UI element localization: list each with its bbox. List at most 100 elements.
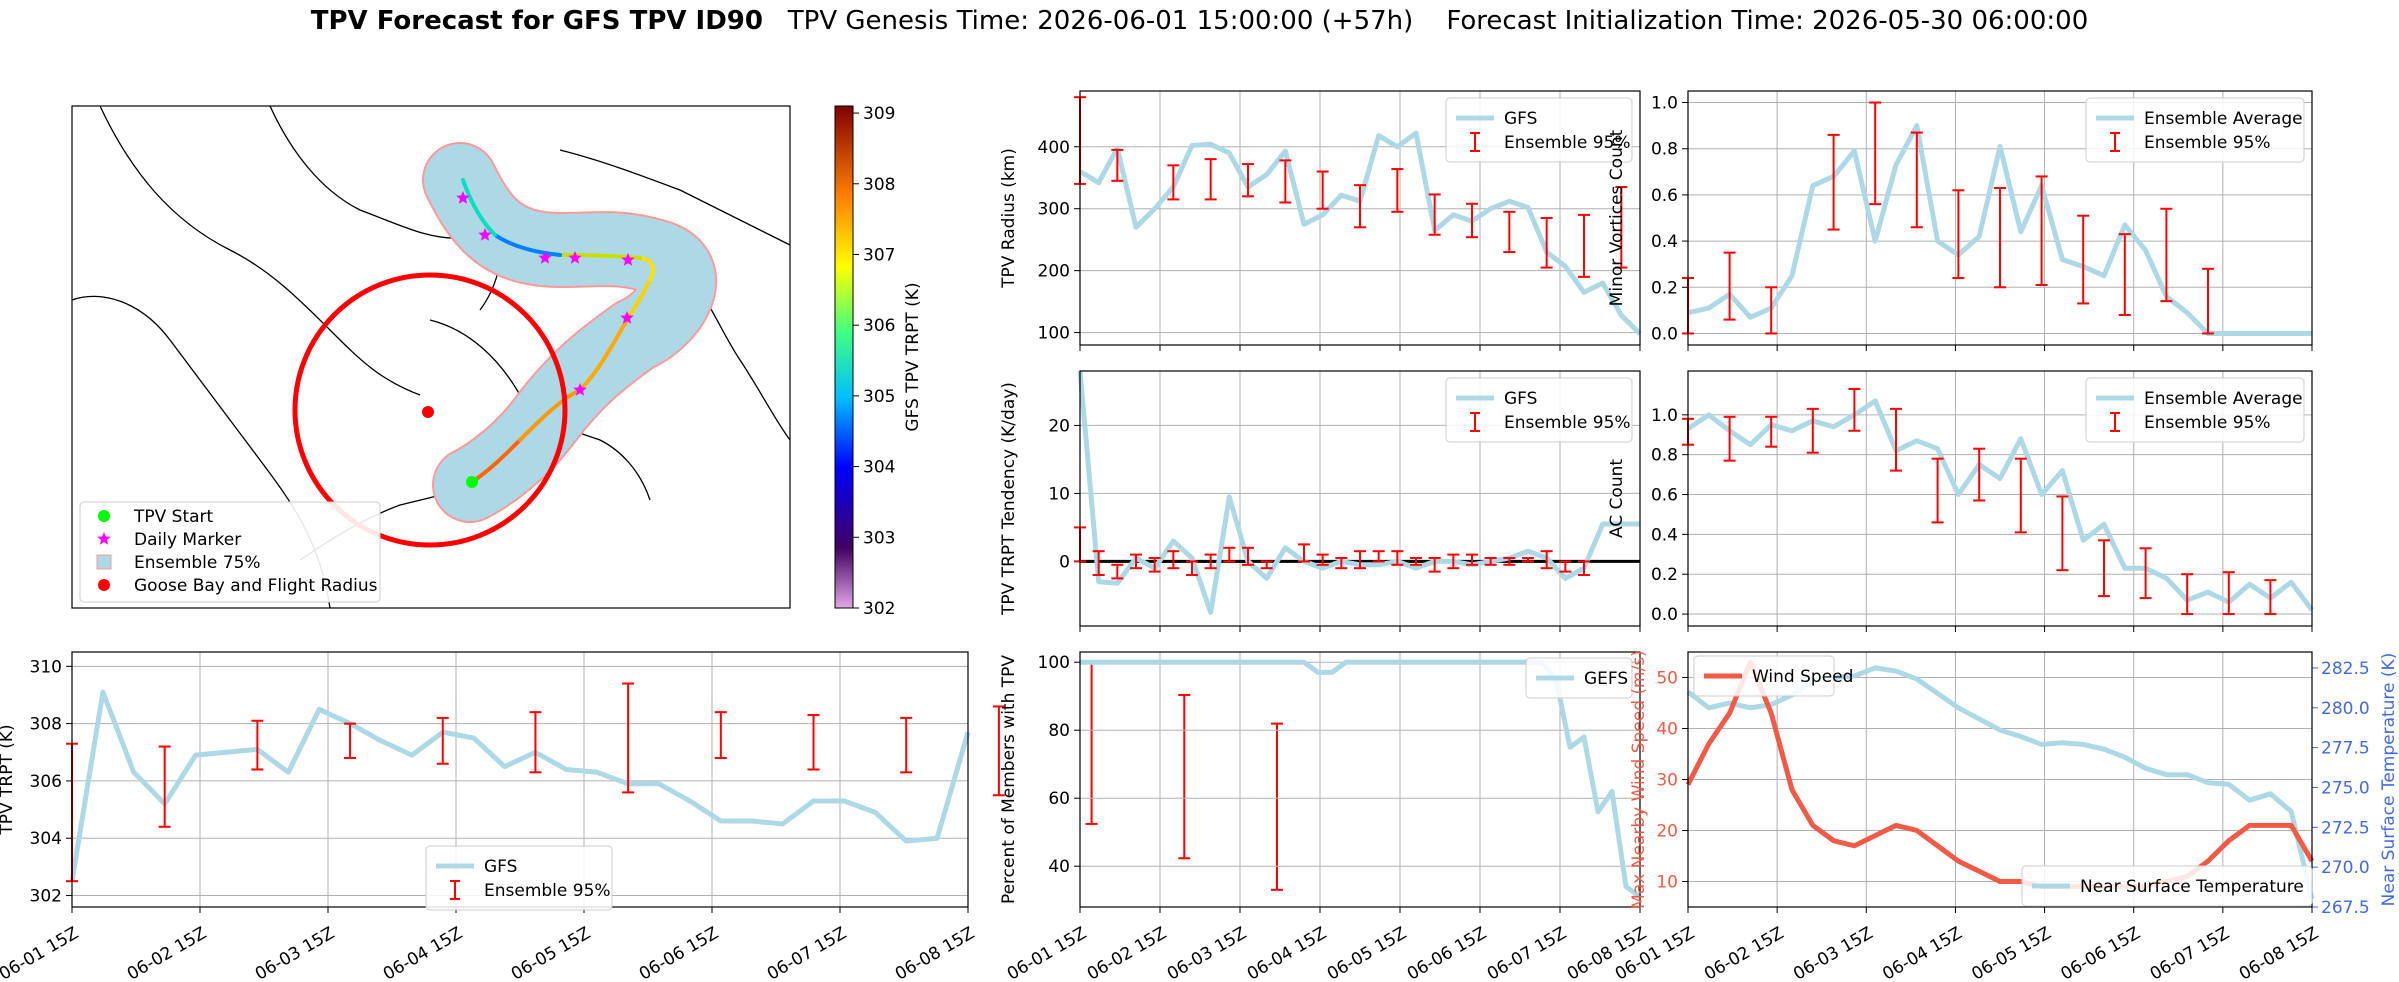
panel-minor: 0.0 0.2 0.4 0.6 0.8 1.0 Minor Vortices Count En… [1607, 90, 2313, 351]
map-legend-label: TPV Start [133, 507, 214, 527]
y-tick-label-right: 275.0 [2321, 778, 2370, 798]
error-bar [1279, 159, 1292, 204]
x-tick-label: 06-02 15Z [1701, 923, 1787, 982]
daily-marker-star [538, 251, 552, 264]
y-tick-label: 302 [30, 887, 62, 907]
error-bar [714, 711, 727, 760]
axes-frame [1079, 370, 1641, 627]
y-tick-label: 308 [30, 715, 62, 735]
y-tick-label: 304 [30, 829, 62, 849]
legend-errorbar-swatch [1470, 132, 1480, 152]
error-bar [1092, 550, 1105, 576]
ensemble-75-area [424, 144, 715, 521]
error-bar [900, 716, 913, 774]
tpv-track-segment [558, 253, 642, 260]
legend-label: Ensemble Average [2144, 109, 2303, 129]
error-bar [992, 705, 1005, 797]
error-bar [251, 719, 264, 771]
tpv-track-segment [461, 178, 497, 237]
x-tick-label: 06-03 15Z [1790, 923, 1876, 982]
error-bar [344, 722, 357, 760]
legend-errorbar-swatch [1470, 412, 1480, 432]
legend-box [2085, 97, 2305, 163]
coastline [99, 105, 421, 396]
y-tick-label: 306 [30, 772, 62, 792]
x-tick-label: 06-05 15Z [508, 923, 594, 982]
y-axis-label: TPV TRPT (K) [0, 724, 17, 835]
title-init: Forecast Initialization Time: 2026-05-30… [1446, 6, 2089, 36]
error-bar [1391, 168, 1404, 213]
error-bar [1503, 210, 1516, 254]
map-legend-patch [96, 554, 112, 570]
colorbar-tick-label: 306 [863, 316, 895, 336]
error-bar [2264, 579, 2277, 616]
error-bar [1723, 415, 1736, 462]
legend-errorbar-swatch [2110, 132, 2120, 152]
figure-title: TPV Forecast for GFS TPV ID90 TPV Genesi… [0, 6, 2399, 36]
x-tick-label: 06-08 15Z [892, 923, 978, 982]
tpv-track-segment [578, 313, 632, 392]
y-tick-label: 50 [1656, 669, 1678, 689]
error-bar [1765, 286, 1778, 335]
x-tick-label: 06-04 15Z [1244, 923, 1330, 982]
y-tick-label: 100 [1038, 324, 1070, 344]
error-bar [2181, 573, 2194, 616]
map-legend-circle [98, 510, 110, 522]
error-bar [1316, 170, 1329, 210]
legend-label: Ensemble 95% [2144, 413, 2271, 433]
error-bar [1111, 563, 1124, 580]
y-tick-label-right: 270.0 [2321, 858, 2370, 878]
error-bar [1428, 557, 1441, 573]
y-tick-label: 100 [1038, 653, 1070, 673]
title-bold: TPV Forecast for GFS TPV ID90 [310, 6, 763, 36]
y-tick-label: 0.6 [1651, 486, 1678, 506]
error-bar [1973, 447, 1986, 502]
legend-label: GEFS [1584, 669, 1628, 689]
series-line-wind [1685, 659, 2315, 890]
series-line [1686, 398, 2315, 612]
y-tick-label-right: 272.5 [2321, 818, 2370, 838]
map-legend-star [97, 532, 111, 545]
x-tick-label: 06-01 15Z [0, 923, 82, 982]
map-legend-circle [98, 579, 110, 591]
error-bar [1848, 387, 1861, 432]
flight-radius-circle [292, 272, 568, 548]
legend-label: GFS [1504, 389, 1537, 409]
error-bar [1503, 557, 1516, 566]
error-bar [2202, 267, 2214, 335]
daily-marker-star [573, 383, 587, 396]
y-tick-label: 0.4 [1651, 232, 1678, 252]
y-tick-label: 10 [1048, 484, 1070, 504]
y-tick-label: 310 [30, 657, 62, 677]
x-tick-label: 06-02 15Z [124, 923, 210, 982]
legend-label: Ensemble Average [2144, 389, 2303, 409]
x-tick-label: 06-05 15Z [1324, 923, 1410, 982]
colorbar [834, 105, 854, 609]
error-bar [1578, 213, 1590, 278]
error-bar [1910, 131, 1923, 229]
x-tick-label: 06-06 15Z [1404, 923, 1490, 982]
x-tick-label: 06-05 15Z [1968, 923, 2054, 982]
legend-label: Ensemble 95% [1504, 413, 1631, 433]
error-bar [1723, 251, 1736, 321]
y-tick-label: 10 [1656, 873, 1678, 893]
error-bar [1466, 553, 1478, 566]
error-bar [1615, 186, 1628, 269]
axes-frame [1687, 651, 2313, 908]
error-bar [1223, 546, 1236, 563]
y-axis-label: AC Count [1607, 459, 1627, 538]
colorbar-label: GFS TPV TRPT (K) [903, 282, 923, 431]
daily-marker-star [620, 311, 634, 324]
y-tick-label: 0.8 [1651, 140, 1678, 160]
x-tick-label: 06-03 15Z [1164, 923, 1250, 982]
y-axis-label: Percent of Members with TPV [999, 655, 1019, 904]
legend-label: Ensemble 95% [2144, 133, 2271, 153]
error-bar [1178, 693, 1191, 860]
tpv-track-segment [638, 256, 655, 282]
axes-frame [1687, 90, 2313, 346]
error-bar [1354, 184, 1366, 229]
legend-box [2021, 865, 2313, 907]
